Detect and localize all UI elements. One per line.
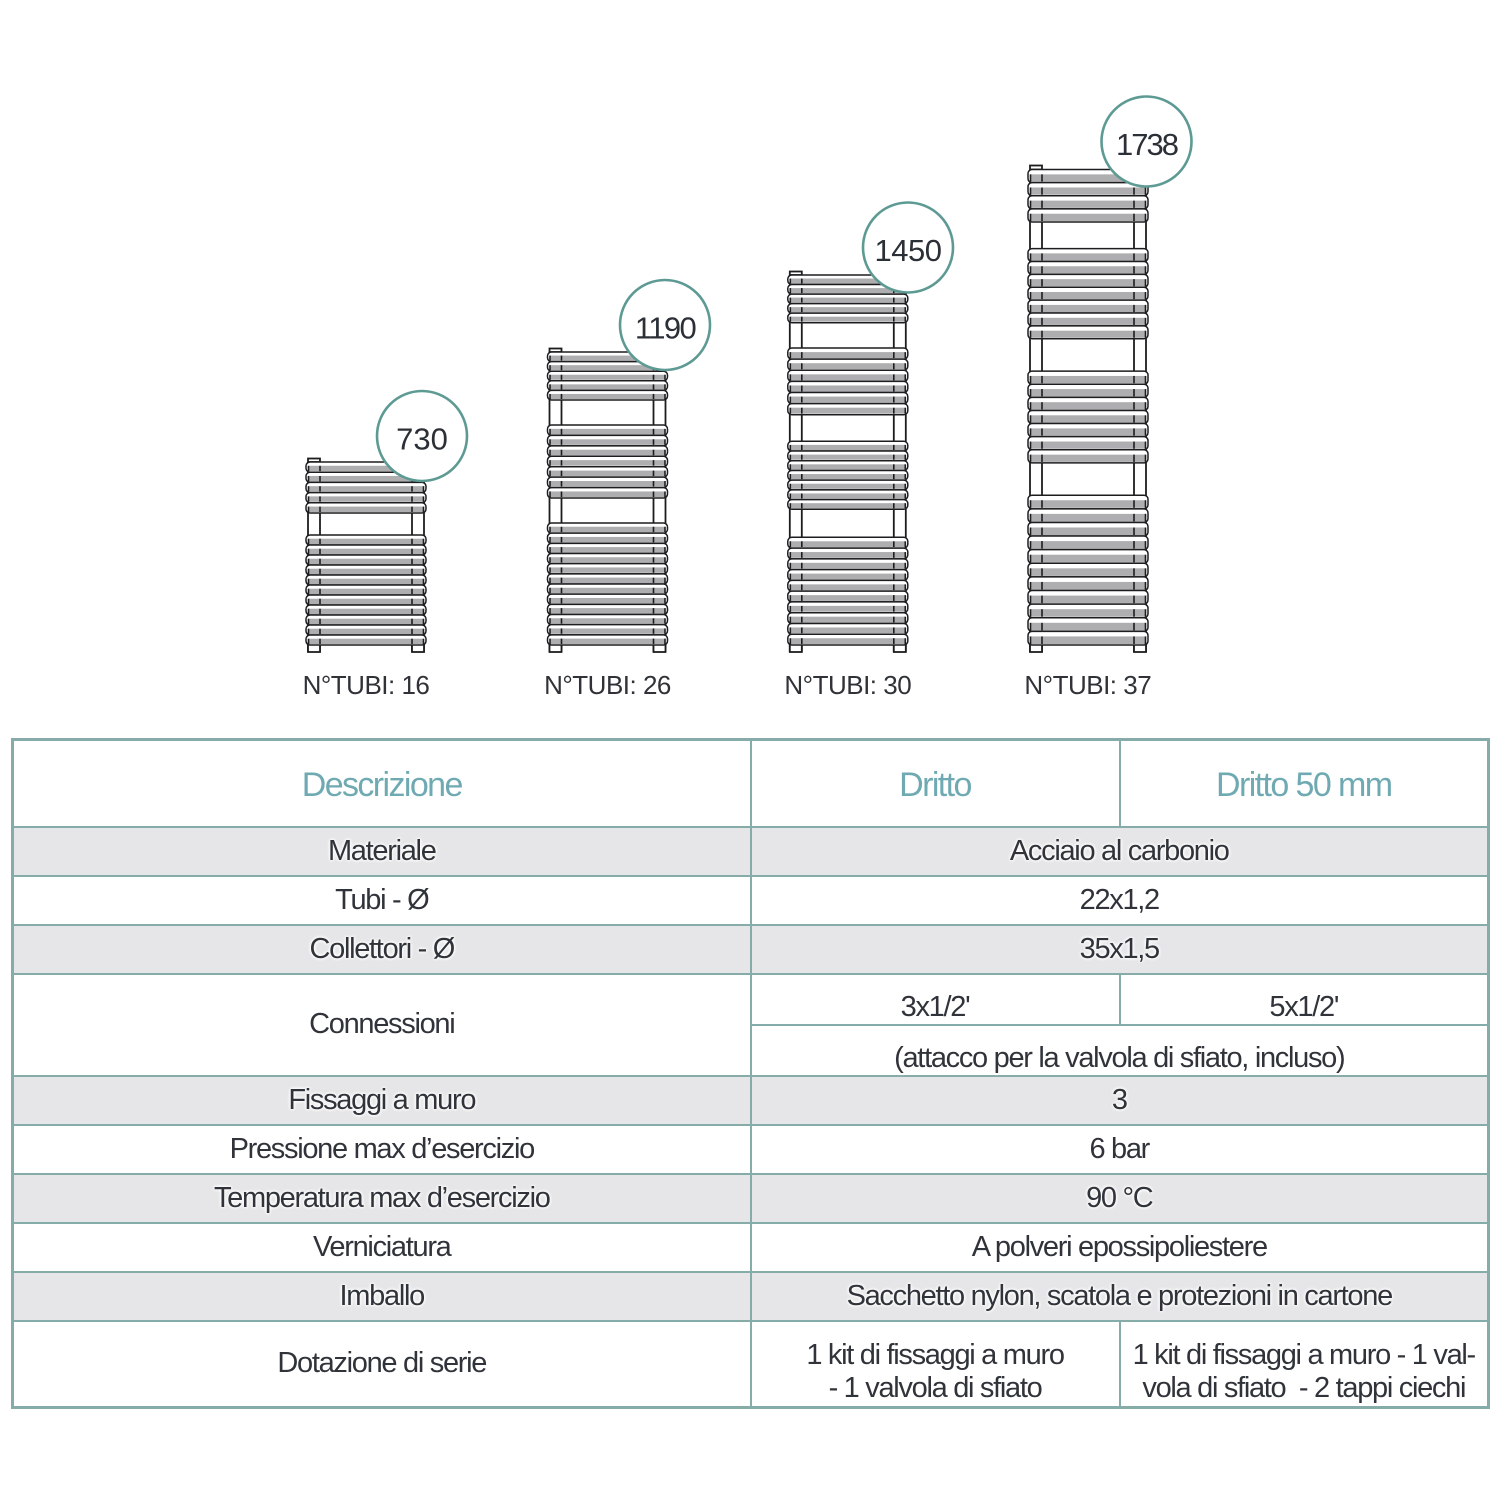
svg-text:1738: 1738 [1116, 127, 1178, 162]
svg-text:N°TUBI: 30: N°TUBI: 30 [784, 670, 911, 700]
svg-text:N°TUBI: 37: N°TUBI: 37 [1024, 670, 1151, 700]
svg-text:730: 730 [396, 422, 448, 457]
svg-text:N°TUBI: 26: N°TUBI: 26 [544, 670, 671, 700]
svg-text:1450: 1450 [875, 233, 942, 268]
svg-text:1190: 1190 [635, 311, 697, 346]
svg-text:N°TUBI: 16: N°TUBI: 16 [303, 670, 430, 700]
